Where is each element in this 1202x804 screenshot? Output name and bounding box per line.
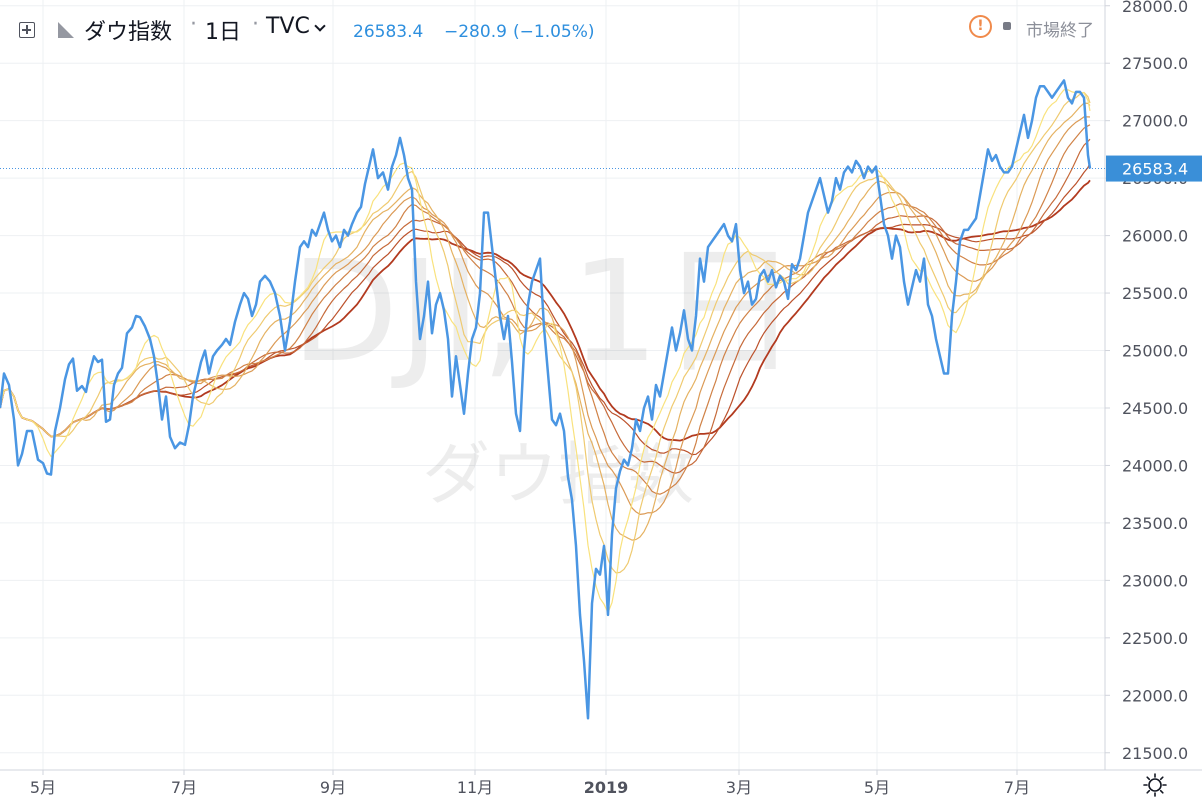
plus-square-icon[interactable] <box>19 22 35 38</box>
last-price-marker: 26583.4 <box>0 155 1202 182</box>
interval-label[interactable]: 1日 <box>205 20 241 45</box>
y-tick-label: 28000.0 <box>1122 0 1188 16</box>
chart-header: ダウ指数 · 1日 · TVC 26583.4 −280.9 (−1.05%) <box>0 0 1105 60</box>
watermark-name: ダウ指数 <box>422 436 694 515</box>
y-tick-label: 24500.0 <box>1122 399 1188 418</box>
x-tick-label: 7月 <box>1004 778 1030 797</box>
ma-line-3 <box>0 102 1091 541</box>
last-price-value: 26583.4 <box>353 22 424 42</box>
price-line <box>0 79 1092 720</box>
y-tick-label: 26000.0 <box>1122 227 1188 246</box>
y-tick-label: 25000.0 <box>1122 342 1188 361</box>
y-axis-ticks[interactable]: 21500.0 22000.0 22500.0 23000.0 23500.0 24000… <box>1105 0 1188 763</box>
y-tick-label: 25500.0 <box>1122 284 1188 303</box>
y-tick-label: 22500.0 <box>1122 629 1188 648</box>
last-price-label-bg <box>1106 155 1202 182</box>
exchange-label[interactable]: TVC <box>266 14 310 39</box>
watermark: DJI, 1日 ダウ指数 <box>291 231 799 515</box>
x-tick-label: 11月 <box>457 778 493 797</box>
y-tick-label: 22000.0 <box>1122 686 1188 705</box>
ma-line-5 <box>0 124 1091 495</box>
price-change-percent: (−1.05%) <box>513 22 595 42</box>
y-tick-label: 27500.0 <box>1122 54 1188 73</box>
settings-gear-icon[interactable] <box>1143 773 1167 797</box>
symbol-name[interactable]: ダウ指数 <box>84 20 173 45</box>
dot-separator-2: · <box>252 12 259 37</box>
x-tick-label: 9月 <box>320 778 346 797</box>
grid-layer <box>0 0 1105 770</box>
x-tick-label: 5月 <box>864 778 890 797</box>
y-tick-label: 21500.0 <box>1122 744 1188 763</box>
y-tick-label: 23000.0 <box>1122 571 1188 590</box>
y-tick-label: 23500.0 <box>1122 514 1188 533</box>
x-tick-label: 7月 <box>171 778 197 797</box>
price-change: −280.9 <box>444 22 507 42</box>
y-tick-label: 27000.0 <box>1122 112 1188 131</box>
y-tick-label: 24000.0 <box>1122 456 1188 475</box>
last-price-label: 26583.4 <box>1122 160 1188 179</box>
alert-circle-icon[interactable]: ! <box>969 15 992 38</box>
ma-line-1 <box>0 89 1091 614</box>
x-tick-label: 5月 <box>30 778 56 797</box>
chevron-down-icon[interactable] <box>314 20 326 32</box>
market-status: 市場終了 <box>1026 21 1094 41</box>
watermark-symbol: DJI, 1日 <box>291 231 799 394</box>
ma-line-4 <box>0 116 1091 516</box>
price-series <box>0 79 1092 720</box>
x-tick-label: 2019 <box>584 778 629 797</box>
flag-icon[interactable] <box>58 22 74 38</box>
x-axis-bg <box>0 770 1202 800</box>
x-tick-label: 3月 <box>726 778 752 797</box>
x-axis-ticks[interactable]: 5月 7月 9月 11月 2019 3月 5月 7月 <box>30 770 1030 797</box>
dot-separator-1: · <box>190 12 197 37</box>
market-status-dot <box>1003 22 1011 30</box>
y-axis-bg <box>1105 0 1202 800</box>
